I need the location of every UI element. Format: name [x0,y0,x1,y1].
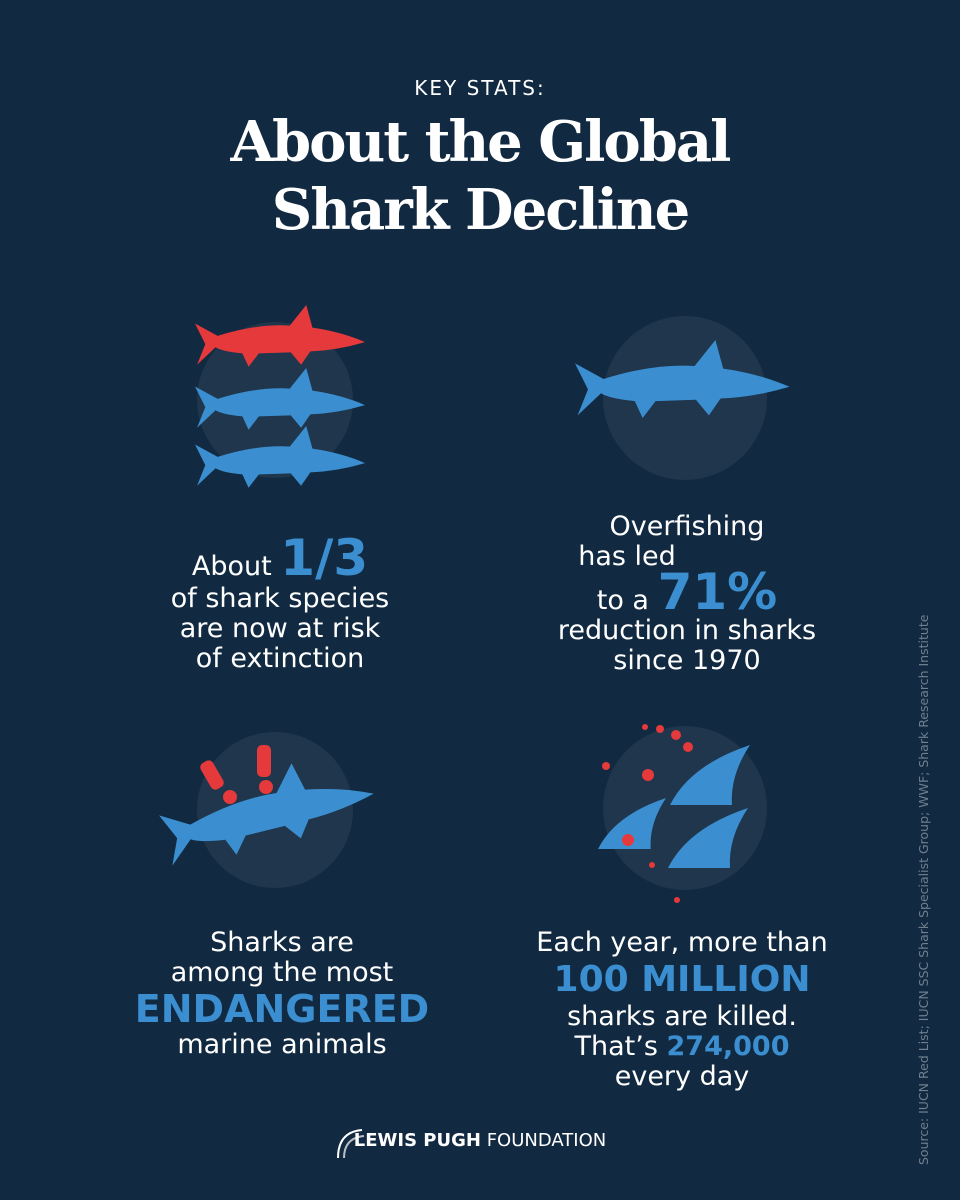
stat-line: Sharks are [210,927,354,958]
icon-1 [195,305,365,488]
stat-line: sharks are killed. [567,1001,797,1032]
footer: LEWIS PUGH FOUNDATION [0,1130,960,1151]
stat-line: marine animals [177,1029,387,1060]
footer-logo [337,1129,365,1159]
stat-3: Sharks are among the most ENDANGERED mar… [62,928,502,1060]
stat-highlight: 274,000 [666,1031,790,1062]
stat-line: every day [614,1061,750,1092]
stat-line: since 1970 [613,645,761,676]
stat-highlight: 100 MILLION [553,959,811,1000]
stat-text: About [191,551,272,582]
stat-highlight: ENDANGERED [134,987,430,1031]
stat-line: Overfishing [609,511,765,542]
icon-3 [154,732,381,888]
stat-line: of extinction [195,643,365,674]
stat-line: to a 71% [467,567,907,617]
brand-light: FOUNDATION [486,1130,607,1151]
stat-line: has led [578,541,676,572]
stat-highlight: 71% [657,563,778,621]
stat-line: are now at risk [179,613,381,644]
stat-line: About 1/3 [60,533,500,584]
title-line: Shark Decline [271,177,690,243]
icon-4 [598,724,767,903]
stat-highlight: 1/3 [280,529,369,587]
title: About the Global Shark Decline [0,108,960,244]
stat-1: About 1/3 of shark species are now at ri… [60,533,500,674]
brand-bold: LEWIS PUGH [353,1130,481,1151]
title-line: About the Global [230,109,732,175]
stat-text: That’s [574,1031,658,1062]
stat-line: of shark species [170,583,390,614]
stat-2: Overfishing has led to a 71% reduction i… [467,512,907,676]
stat-line: among the most [170,957,394,988]
source: Source: IUCN Red List; IUCN SSC Shark Sp… [916,614,931,1165]
stat-line: Each year, more than [536,927,828,958]
kicker: KEY STATS: [414,76,546,100]
stat-line: That’s 274,000 [462,1032,902,1062]
stat-line: reduction in sharks [557,615,817,646]
stat-4: Each year, more than 100 MILLION sharks … [462,928,902,1092]
stat-text: to a [596,585,649,616]
icon-2 [575,316,790,480]
